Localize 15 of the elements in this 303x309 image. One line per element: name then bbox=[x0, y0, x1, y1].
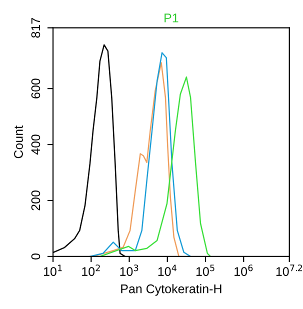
chart-title: P1 bbox=[164, 14, 178, 22]
x-tick-label: 10$^{4}$ bbox=[158, 264, 176, 276]
y-tick-label: 600 bbox=[31, 78, 40, 98]
x-tick-label: 10$^{5}$ bbox=[196, 264, 214, 276]
y-tick-label: 0 bbox=[31, 253, 40, 260]
x-tick-label: 10$^{3}$ bbox=[120, 264, 138, 276]
y-tick-label: 817 bbox=[31, 18, 40, 38]
x-tick-label: 10$^{2}$ bbox=[82, 264, 100, 276]
y-tick-label: 200 bbox=[31, 190, 40, 210]
x-tick-label: 10$^{1}$ bbox=[44, 264, 62, 276]
x-tick-label: 10$^{7.2}$ bbox=[276, 264, 302, 276]
y-axis-title: Count bbox=[14, 126, 23, 158]
x-tick-label: 10$^{6}$ bbox=[234, 264, 253, 276]
x-axis-title: Pan Cytokeratin-H bbox=[121, 284, 222, 296]
y-tick-label: 400 bbox=[31, 134, 40, 155]
